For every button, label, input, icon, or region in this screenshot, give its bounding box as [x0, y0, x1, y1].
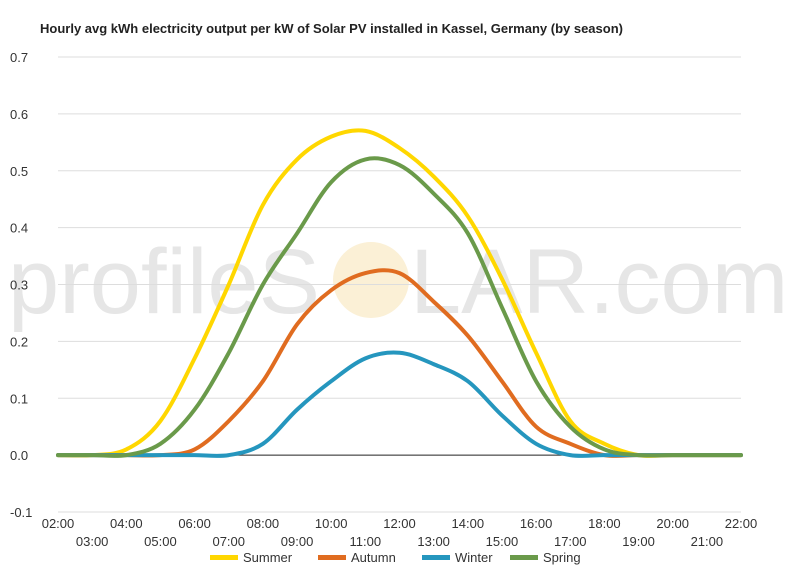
series-line-spring	[56, 156, 743, 458]
x-tick-label: 06:00	[178, 516, 211, 531]
x-tick-label: 20:00	[656, 516, 689, 531]
legend[interactable]: Summer Autumn Winter Spring	[210, 550, 581, 565]
series-lines	[56, 128, 743, 458]
legend-label: Spring	[543, 550, 581, 565]
x-tick-label: 16:00	[520, 516, 553, 531]
legend-item-spring[interactable]: Spring	[510, 550, 581, 565]
watermark-text-after: LAR.com	[410, 231, 788, 333]
x-tick-label: 05:00	[144, 534, 177, 549]
legend-swatch	[210, 555, 238, 560]
x-tick-label: 11:00	[350, 534, 382, 549]
x-tick-label: 21:00	[691, 534, 724, 549]
x-axis-ticks: 02:00 04:00 06:00 08:00 10:00 12:00 14:00 16:00…	[42, 516, 758, 549]
x-tick-label: 04:00	[110, 516, 143, 531]
x-tick-label: 19:00	[622, 534, 655, 549]
x-tick-label: 02:00	[42, 516, 75, 531]
y-tick-label: -0.1	[10, 505, 32, 520]
grid-lines	[58, 56, 741, 513]
x-tick-label: 13:00	[417, 534, 450, 549]
x-tick-label: 03:00	[76, 534, 109, 549]
x-tick-label: 22:00	[725, 516, 758, 531]
series-line-summer	[56, 128, 743, 458]
x-tick-label: 18:00	[588, 516, 621, 531]
legend-item-summer[interactable]: Summer	[210, 550, 293, 565]
y-tick-label: 0.2	[10, 334, 28, 349]
watermark: profileS LAR.com	[8, 231, 788, 333]
chart-title: Hourly avg kWh electricity output per kW…	[40, 21, 623, 36]
x-tick-label: 14:00	[452, 516, 485, 531]
y-tick-label: 0.6	[10, 107, 28, 122]
legend-item-winter[interactable]: Winter	[422, 550, 493, 565]
legend-swatch	[510, 555, 538, 560]
x-tick-label: 17:00	[554, 534, 587, 549]
y-tick-label: 0.5	[10, 164, 28, 179]
legend-swatch	[318, 555, 346, 560]
y-tick-label: 0.3	[10, 278, 28, 293]
legend-label: Autumn	[351, 550, 396, 565]
legend-label: Winter	[455, 550, 493, 565]
legend-label: Summer	[243, 550, 293, 565]
x-tick-label: 10:00	[315, 516, 348, 531]
x-tick-label: 07:00	[212, 534, 245, 549]
x-tick-label: 08:00	[247, 516, 280, 531]
y-tick-label: 0.7	[10, 50, 28, 65]
y-tick-label: 0.1	[10, 391, 28, 406]
x-tick-label: 09:00	[281, 534, 314, 549]
y-tick-label: 0.4	[10, 221, 28, 236]
legend-item-autumn[interactable]: Autumn	[318, 550, 396, 565]
series-line-winter	[56, 350, 743, 458]
legend-swatch	[422, 555, 450, 560]
watermark-text-before: profileS	[8, 231, 320, 333]
y-tick-label: 0.0	[10, 448, 28, 463]
x-tick-label: 15:00	[486, 534, 519, 549]
watermark-sun-icon	[333, 242, 409, 318]
y-axis-ticks: 0.7 0.6 0.5 0.4 0.3 0.2 0.1 0.0 -0.1	[10, 50, 32, 520]
x-tick-label: 12:00	[383, 516, 416, 531]
